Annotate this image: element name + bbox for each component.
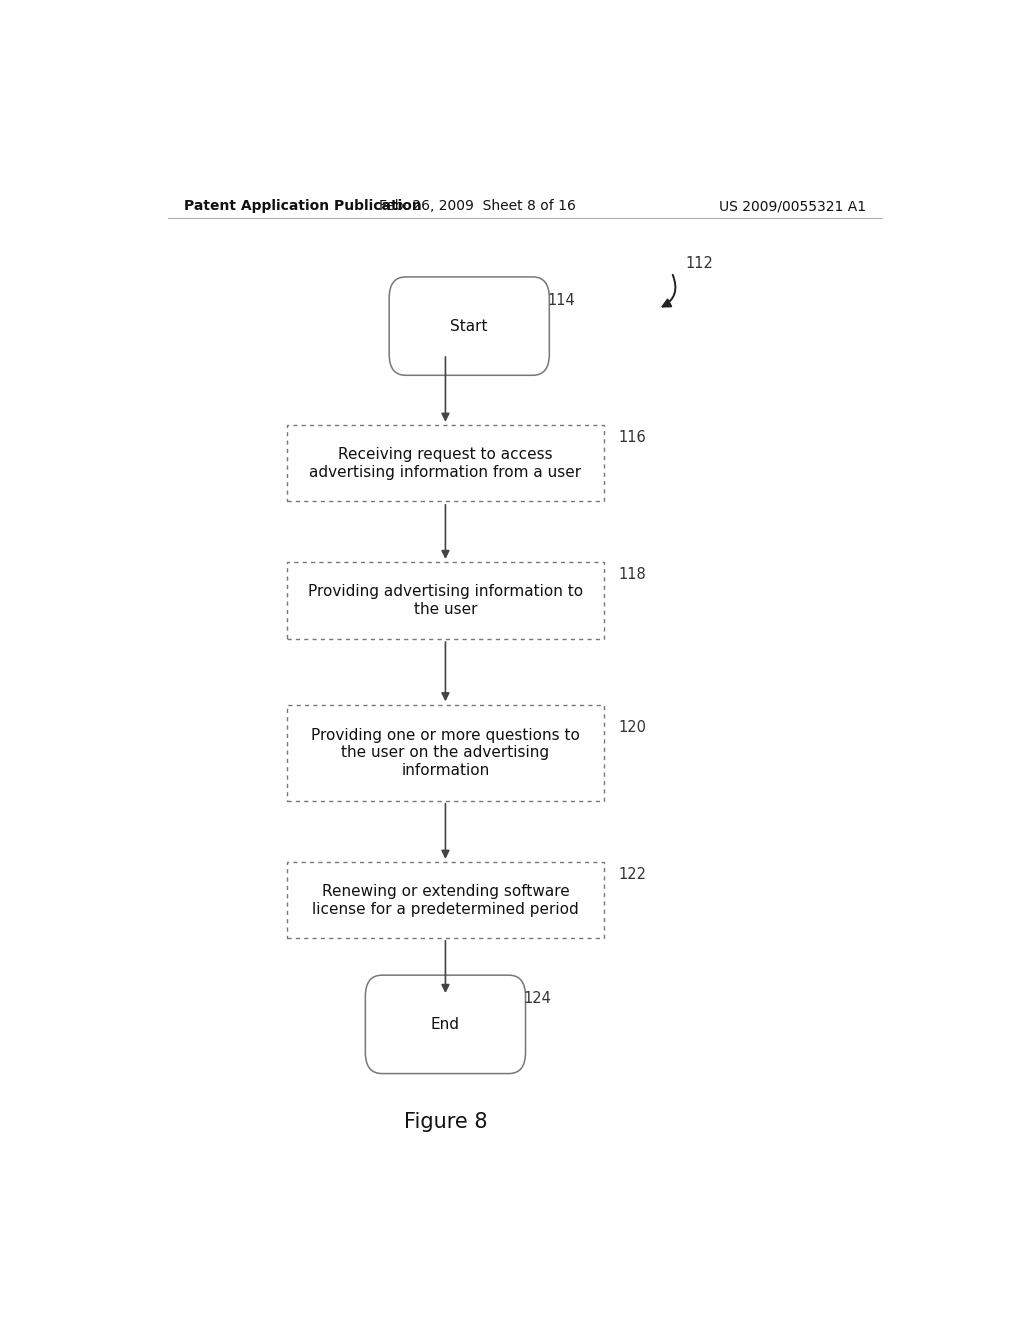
FancyBboxPatch shape [366,975,525,1073]
Bar [287,705,604,801]
Text: Providing one or more questions to
the user on the advertising
information: Providing one or more questions to the u… [311,729,580,777]
Text: Start: Start [451,318,488,334]
Text: 112: 112 [686,256,714,271]
Text: 118: 118 [618,568,646,582]
Text: 124: 124 [523,991,551,1006]
Bar [287,562,604,639]
Text: 122: 122 [618,867,646,882]
Text: Providing advertising information to
the user: Providing advertising information to the… [308,585,583,616]
Text: Receiving request to access
advertising information from a user: Receiving request to access advertising … [309,447,582,479]
Text: US 2009/0055321 A1: US 2009/0055321 A1 [719,199,866,213]
Text: 114: 114 [547,293,574,308]
Text: Feb. 26, 2009  Sheet 8 of 16: Feb. 26, 2009 Sheet 8 of 16 [379,199,575,213]
Bar [287,425,604,502]
Text: 116: 116 [618,430,646,445]
Bar [287,862,604,939]
Text: 120: 120 [618,719,646,735]
Text: Renewing or extending software
license for a predetermined period: Renewing or extending software license f… [312,884,579,916]
Text: Patent Application Publication: Patent Application Publication [183,199,421,213]
Text: Figure 8: Figure 8 [403,1111,487,1133]
FancyBboxPatch shape [389,277,549,375]
Text: End: End [431,1016,460,1032]
